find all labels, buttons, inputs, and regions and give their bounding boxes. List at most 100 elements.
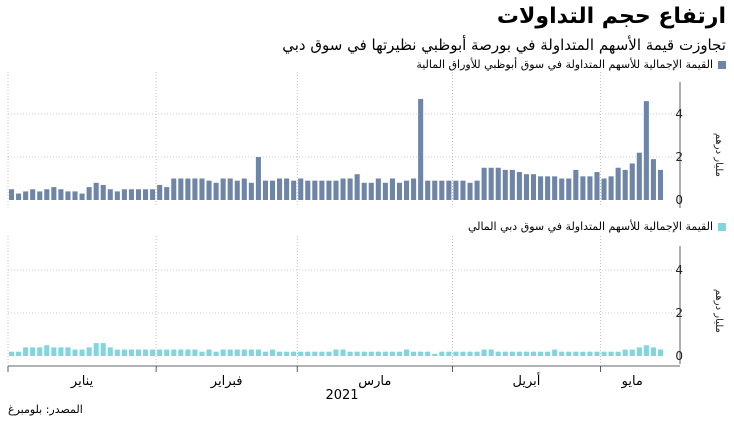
bar-dubai (269, 349, 276, 356)
bar-abu-dhabi (86, 187, 92, 200)
bar-abu-dhabi (538, 176, 544, 200)
bar-abu-dhabi (128, 189, 134, 200)
bar-abu-dhabi (516, 172, 522, 200)
bar-dubai (277, 351, 283, 356)
bar-abu-dhabi (453, 180, 459, 200)
bar-dubai (171, 349, 177, 356)
bar-abu-dhabi (157, 184, 163, 200)
bar-dubai (340, 349, 346, 356)
bar-dubai (559, 351, 565, 356)
bar-dubai (516, 351, 522, 356)
bar-dubai (305, 351, 311, 356)
bar-abu-dhabi (135, 189, 142, 200)
bar-abu-dhabi (559, 178, 565, 200)
bar-abu-dhabi (255, 157, 261, 200)
bar-abu-dhabi (305, 180, 311, 200)
bar-dubai (86, 347, 92, 356)
bar-abu-dhabi (411, 178, 417, 200)
bar-dubai (566, 351, 572, 356)
bar-dubai (545, 351, 551, 356)
legend-dubai: القيمة الإجمالية للأسهم المتداولة في سوق… (468, 220, 726, 233)
bar-abu-dhabi (418, 98, 424, 200)
bar-dubai (657, 349, 664, 356)
bar-abu-dhabi (312, 180, 318, 200)
bar-dubai (425, 351, 431, 356)
bar-dubai (65, 347, 71, 356)
bar-dubai (178, 349, 184, 356)
bar-abu-dhabi (657, 169, 664, 200)
month-label: مارس (358, 374, 391, 389)
bar-dubai (375, 351, 381, 356)
bar-abu-dhabi (44, 189, 50, 200)
bar-dubai (474, 351, 480, 356)
bar-abu-dhabi (382, 182, 388, 200)
bar-abu-dhabi (319, 180, 325, 200)
bar-dubai (382, 351, 388, 356)
bar-abu-dhabi (100, 184, 106, 200)
bar-abu-dhabi (277, 178, 283, 200)
y-tick-label-abu-dhabi: 2 (675, 150, 683, 164)
legend-swatch-dubai (718, 222, 726, 231)
month-label: أبريل (513, 372, 541, 389)
bar-dubai (411, 351, 417, 356)
bar-abu-dhabi (114, 191, 120, 200)
y-tick-label-dubai: 4 (675, 263, 683, 277)
bar-abu-dhabi (284, 178, 290, 200)
bar-dubai (509, 351, 515, 356)
bar-abu-dhabi (573, 169, 579, 200)
y-tick-label-dubai: 0 (675, 349, 683, 363)
bar-abu-dhabi (72, 191, 78, 200)
bar-dubai (58, 347, 64, 356)
bar-abu-dhabi (58, 189, 64, 200)
bar-dubai (446, 351, 452, 356)
bar-abu-dhabi (566, 178, 572, 200)
bar-dubai (538, 351, 544, 356)
bar-dubai (354, 351, 360, 356)
bar-abu-dhabi (523, 174, 529, 200)
bar-abu-dhabi (164, 187, 170, 200)
bar-dubai (615, 351, 621, 356)
bar-dubai (608, 351, 614, 356)
bar-dubai (79, 349, 85, 356)
bar-abu-dhabi (502, 169, 508, 200)
year-label: 2021 (325, 388, 358, 403)
bar-abu-dhabi (368, 182, 374, 200)
bar-abu-dhabi (495, 167, 501, 200)
bar-abu-dhabi (150, 189, 156, 200)
bar-dubai (594, 351, 600, 356)
bar-dubai (347, 351, 353, 356)
source-note: المصدر: بلومبرغ (8, 403, 83, 416)
bar-dubai (552, 349, 558, 356)
bar-abu-dhabi (143, 189, 149, 200)
bar-abu-dhabi (643, 101, 649, 200)
bar-abu-dhabi (361, 182, 367, 200)
bar-dubai (192, 349, 198, 356)
bar-dubai (107, 347, 113, 356)
bar-dubai (601, 351, 607, 356)
bar-abu-dhabi (185, 178, 191, 200)
bar-dubai (164, 349, 170, 356)
bar-abu-dhabi (178, 178, 184, 200)
bar-dubai (291, 351, 297, 356)
bar-abu-dhabi (636, 152, 642, 200)
bar-abu-dhabi (580, 176, 586, 200)
bar-dubai (453, 351, 459, 356)
bar-abu-dhabi (269, 180, 276, 200)
bar-abu-dhabi (587, 176, 593, 200)
bar-abu-dhabi (467, 182, 473, 200)
legend-abu-dhabi: القيمة الإجمالية للأسهم المتداولة في سوق… (416, 58, 726, 71)
bar-abu-dhabi (220, 178, 226, 200)
bar-abu-dhabi (241, 178, 247, 200)
bar-abu-dhabi (545, 176, 551, 200)
month-label: مايو (621, 374, 643, 389)
bar-dubai (361, 351, 367, 356)
bar-abu-dhabi (375, 178, 381, 200)
bar-dubai (580, 351, 586, 356)
bar-abu-dhabi (213, 182, 219, 200)
bar-dubai (368, 351, 374, 356)
bar-dubai (199, 351, 205, 356)
bar-abu-dhabi (65, 191, 71, 200)
bar-dubai (502, 351, 508, 356)
bar-abu-dhabi (326, 180, 332, 200)
